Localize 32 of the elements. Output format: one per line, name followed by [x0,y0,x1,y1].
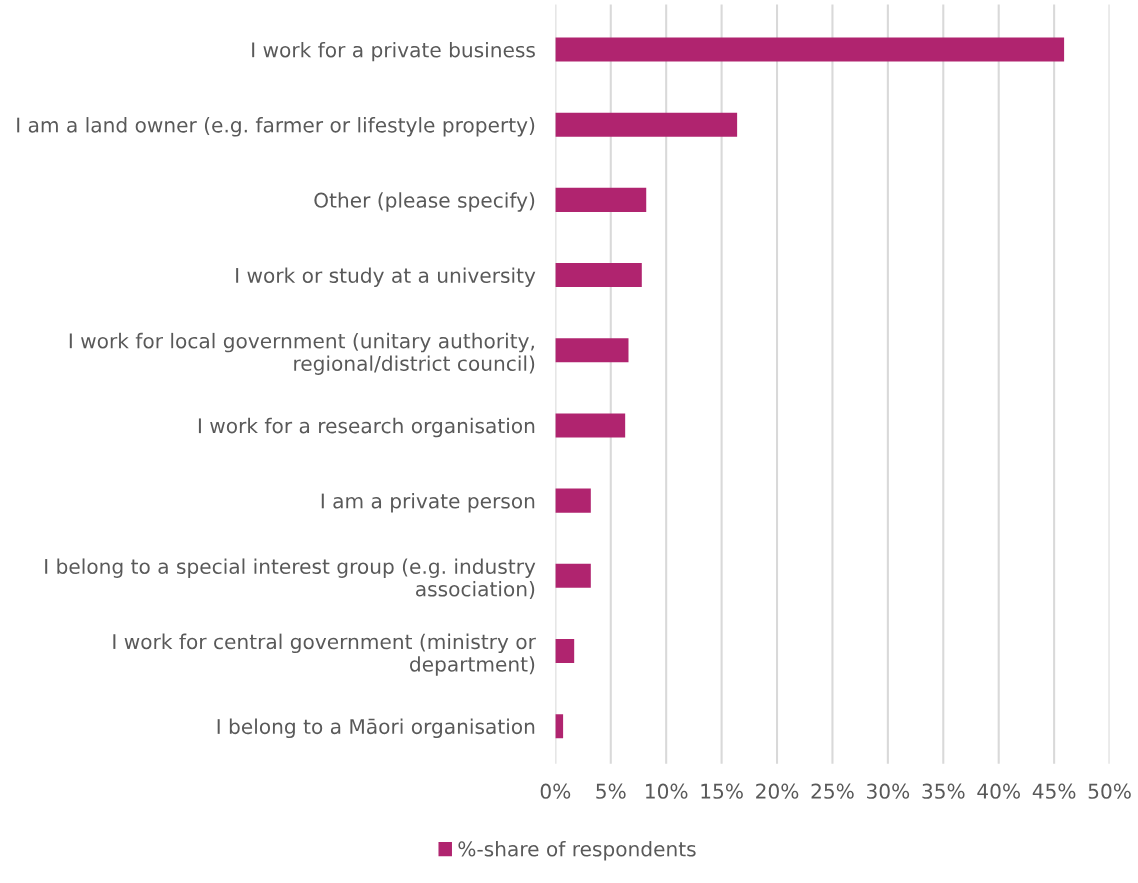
x-tick-label: 45% [1032,783,1076,799]
bar [555,413,626,438]
bar [555,714,564,739]
x-tick-label: 30% [867,783,910,799]
x-tick-label: 50% [1088,783,1131,799]
x-tick-label: 35% [922,783,965,799]
y-tick-label: I belong to a Māori organisation [217,718,535,739]
y-tick-label: Other (please specify) [314,192,535,212]
x-tick-label: 15% [701,783,743,799]
bar [555,37,1065,62]
bar [555,263,642,288]
bar [555,563,591,588]
y-tick-label: I am a private person [321,492,535,513]
x-tick-label: 40% [977,783,1020,799]
legend-label: %-share of respondents [458,840,696,861]
y-tick-label: I work for central government (ministry or department) [113,633,536,676]
bar [555,638,575,664]
x-tick-label: 25% [811,783,854,799]
y-tick-label: I am a land owner (e.g. farmer or lifestyle property) [17,117,535,137]
y-tick-label: I work for a private business [252,41,535,62]
bar [555,112,738,137]
bar [555,488,591,513]
x-tick-label: 0% [540,783,571,799]
y-tick-label: I work for local government (unitary authority, regional/district council) [69,332,535,375]
x-tick-label: 10% [646,783,688,799]
bar [555,187,647,212]
y-tick-label: I work for a research organisation [198,417,535,438]
y-tick-label: I belong to a special interest group (e.g. industry association) [45,558,536,599]
bar [555,338,629,363]
x-tick-label: 5% [596,783,626,799]
x-tick-label: 20% [756,783,799,799]
y-tick-label: I work or study at a university [236,267,536,287]
